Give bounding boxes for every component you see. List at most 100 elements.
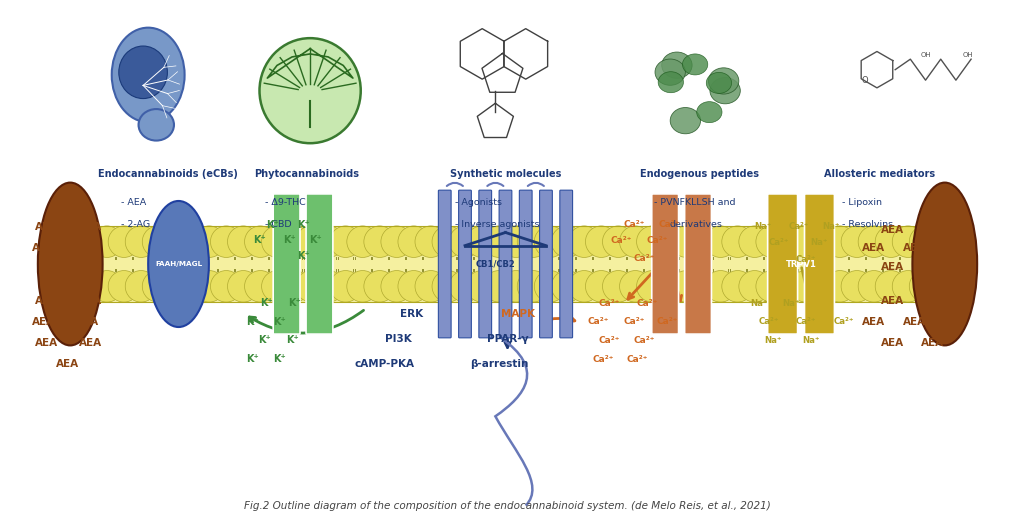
Text: Endogenous peptides: Endogenous peptides — [640, 169, 759, 180]
Text: AEA: AEA — [903, 317, 926, 327]
Circle shape — [790, 226, 821, 258]
Text: β-arrestin: β-arrestin — [470, 359, 529, 369]
Ellipse shape — [670, 108, 700, 134]
Circle shape — [773, 270, 805, 302]
Text: Ca²⁺: Ca²⁺ — [768, 239, 789, 248]
Circle shape — [262, 226, 293, 258]
Text: AEA: AEA — [881, 262, 903, 271]
Circle shape — [518, 226, 549, 258]
FancyBboxPatch shape — [273, 194, 300, 334]
FancyBboxPatch shape — [499, 190, 512, 338]
Text: AEA: AEA — [941, 243, 964, 253]
Circle shape — [210, 226, 242, 258]
Text: AEA: AEA — [79, 296, 103, 306]
Circle shape — [262, 270, 293, 302]
Circle shape — [245, 270, 276, 302]
Text: Ca²⁺: Ca²⁺ — [833, 317, 854, 326]
Circle shape — [432, 270, 464, 302]
Ellipse shape — [655, 59, 685, 86]
Circle shape — [636, 226, 668, 258]
Text: Ca²⁺: Ca²⁺ — [636, 299, 658, 308]
Ellipse shape — [148, 201, 209, 327]
Circle shape — [892, 270, 924, 302]
Text: OH: OH — [963, 52, 973, 58]
Text: MAPK: MAPK — [500, 309, 535, 319]
Circle shape — [330, 226, 361, 258]
Text: OH: OH — [921, 52, 931, 58]
Circle shape — [773, 226, 805, 258]
Circle shape — [381, 226, 412, 258]
Circle shape — [363, 226, 396, 258]
Text: Ca²⁺: Ca²⁺ — [598, 299, 619, 308]
Circle shape — [279, 226, 311, 258]
Text: Na⁺: Na⁺ — [750, 299, 767, 308]
Circle shape — [603, 226, 634, 258]
Circle shape — [210, 270, 242, 302]
FancyBboxPatch shape — [459, 190, 471, 338]
Text: Ca²⁺: Ca²⁺ — [626, 355, 648, 364]
FancyBboxPatch shape — [560, 190, 572, 338]
Text: Na⁺: Na⁺ — [764, 336, 782, 345]
Text: Na⁺: Na⁺ — [754, 222, 771, 231]
Circle shape — [227, 226, 259, 258]
Text: K⁺: K⁺ — [253, 235, 266, 246]
Circle shape — [159, 226, 191, 258]
Circle shape — [415, 270, 447, 302]
Text: Ca²⁺: Ca²⁺ — [796, 256, 816, 265]
Text: Synthetic molecules: Synthetic molecules — [450, 169, 561, 180]
Circle shape — [756, 226, 788, 258]
Circle shape — [534, 270, 566, 302]
Text: K⁺: K⁺ — [273, 354, 286, 364]
Text: - Resolvins: - Resolvins — [841, 220, 892, 229]
Text: Ca²⁺: Ca²⁺ — [659, 220, 680, 229]
Text: Allosteric mediators: Allosteric mediators — [824, 169, 936, 180]
FancyBboxPatch shape — [307, 194, 333, 334]
Circle shape — [892, 226, 924, 258]
Text: - CBD: - CBD — [265, 220, 291, 229]
Circle shape — [927, 226, 958, 258]
Ellipse shape — [112, 27, 185, 122]
Text: Ca²⁺: Ca²⁺ — [633, 336, 655, 345]
FancyBboxPatch shape — [479, 190, 491, 338]
Circle shape — [313, 226, 344, 258]
Circle shape — [858, 270, 890, 302]
Text: AEA: AEA — [76, 243, 99, 253]
Circle shape — [518, 270, 549, 302]
Text: AEA: AEA — [881, 296, 903, 306]
Circle shape — [177, 226, 208, 258]
Circle shape — [91, 270, 123, 302]
Circle shape — [245, 226, 276, 258]
Circle shape — [671, 270, 702, 302]
Circle shape — [619, 270, 652, 302]
Circle shape — [500, 226, 532, 258]
Circle shape — [466, 226, 497, 258]
Circle shape — [125, 226, 157, 258]
Text: derivatives: derivatives — [670, 220, 723, 229]
Circle shape — [483, 270, 515, 302]
Circle shape — [466, 270, 497, 302]
Circle shape — [534, 226, 566, 258]
Circle shape — [586, 270, 617, 302]
FancyBboxPatch shape — [805, 194, 834, 334]
Circle shape — [909, 226, 941, 258]
Circle shape — [875, 226, 906, 258]
Text: K⁺: K⁺ — [309, 235, 322, 246]
Circle shape — [739, 226, 770, 258]
Circle shape — [807, 270, 838, 302]
Circle shape — [858, 226, 890, 258]
Ellipse shape — [119, 46, 167, 99]
Ellipse shape — [138, 109, 174, 140]
Text: Ca²⁺: Ca²⁺ — [623, 220, 645, 229]
Ellipse shape — [696, 101, 722, 122]
Ellipse shape — [708, 68, 739, 94]
Text: AEA: AEA — [863, 317, 885, 327]
Circle shape — [824, 226, 856, 258]
Text: Na⁺: Na⁺ — [823, 222, 840, 231]
Text: AEA: AEA — [36, 296, 59, 306]
Circle shape — [330, 270, 361, 302]
FancyBboxPatch shape — [520, 190, 532, 338]
Circle shape — [671, 226, 702, 258]
Circle shape — [449, 270, 481, 302]
Circle shape — [654, 226, 685, 258]
Text: AEA: AEA — [32, 317, 56, 327]
